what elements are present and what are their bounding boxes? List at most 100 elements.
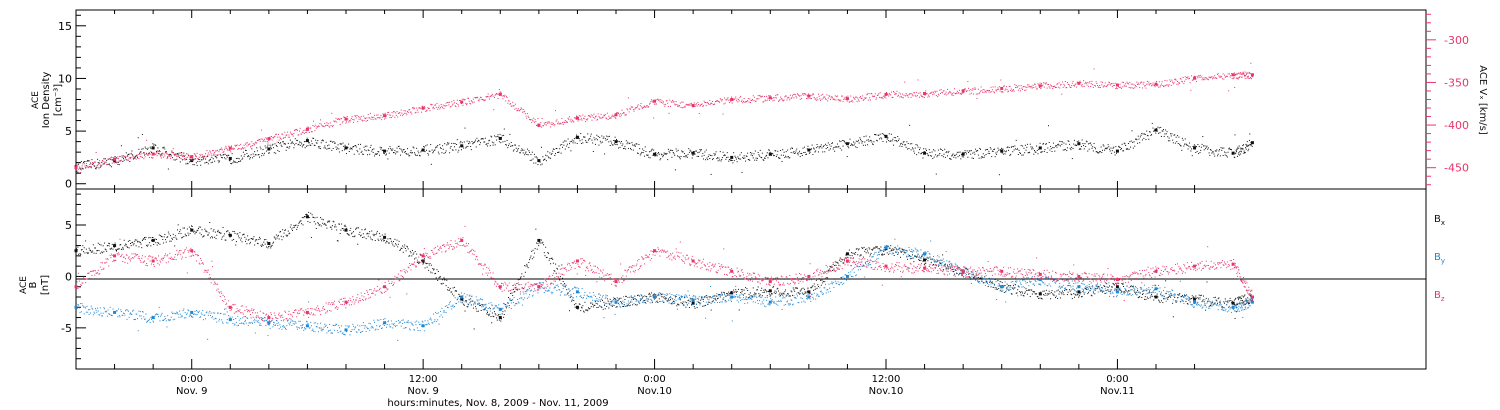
- ion-density-sample-dot: [606, 135, 608, 137]
- ion-density-sample-dot: [1175, 136, 1177, 138]
- ion-density-sample-dot: [320, 148, 322, 150]
- ion-density-sample-dot: [587, 133, 589, 135]
- velocity-vx-sample-dot: [766, 95, 768, 97]
- bx-sample-dot: [195, 231, 197, 233]
- bx-sample-dot: [197, 229, 199, 231]
- ion-density-sample-dot: [1233, 152, 1235, 154]
- bx-sample-dot: [931, 259, 933, 261]
- ion-density-sample-dot: [673, 153, 675, 155]
- bx-sample-dot: [774, 290, 776, 292]
- bx-sample-dot: [700, 296, 702, 298]
- bx-sample-dot: [540, 239, 542, 241]
- velocity-vx-sample-dot: [1200, 74, 1202, 76]
- bx-sample-dot: [504, 310, 506, 312]
- bx-sample-dot: [793, 289, 795, 291]
- velocity-vx-sample-dot: [219, 149, 221, 151]
- ion-density-sample-dot: [636, 143, 638, 145]
- velocity-vx-sample-dot: [1075, 83, 1077, 85]
- ion-density-sample-dot: [1044, 149, 1046, 151]
- ion-density-sample-dot: [1170, 135, 1172, 137]
- velocity-vx-sample-dot: [1076, 81, 1078, 83]
- bx-sample-dot: [634, 304, 636, 306]
- velocity-vx-sample-dot: [381, 116, 383, 118]
- bx-sample-dot: [177, 224, 179, 226]
- bx-sample-dot: [700, 299, 702, 301]
- ion-density-sample-dot: [592, 142, 594, 144]
- ion-density-sample-dot: [206, 161, 208, 163]
- velocity-vx-sample-dot: [193, 153, 195, 155]
- bx-sample-dot: [445, 285, 447, 287]
- velocity-vx-sample-dot: [613, 115, 615, 117]
- velocity-vx-sample-dot: [418, 107, 420, 109]
- ion-density-sample-dot: [883, 135, 885, 137]
- velocity-vx-sample-dot: [1091, 80, 1093, 82]
- velocity-vx-sample-dot: [881, 96, 883, 98]
- velocity-vx-sample-dot: [1134, 87, 1136, 89]
- velocity-vx-sample-dot: [425, 110, 427, 112]
- ion-density-sample-dot: [253, 155, 255, 157]
- ion-density-sample-dot: [622, 143, 624, 145]
- ion-density-sample-dot: [378, 151, 380, 153]
- bx-sample-dot: [559, 276, 561, 278]
- velocity-vx-sample-dot: [1160, 83, 1162, 85]
- legend-bz: Bz: [1434, 290, 1445, 303]
- bx-sample-dot: [909, 258, 911, 260]
- ion-density-sample-dot: [646, 154, 648, 156]
- bx-sample-dot: [406, 245, 408, 247]
- bx-sample-dot: [681, 296, 683, 298]
- bx-sample-dot: [647, 298, 649, 300]
- velocity-vx-sample-dot: [804, 93, 806, 95]
- ion-density-sample-dot: [639, 154, 641, 156]
- bx-sample-dot: [690, 298, 692, 300]
- ion-density-sample-dot: [500, 142, 502, 144]
- bx-sample-dot: [477, 303, 479, 305]
- ion-density-sample-dot: [1015, 139, 1017, 141]
- bx-sample-dot: [735, 289, 737, 291]
- ion-density-sample-dot: [463, 147, 465, 149]
- velocity-vx-sample-dot: [141, 156, 143, 158]
- velocity-vx-sample-dot: [191, 159, 193, 161]
- ion-density-sample-dot: [436, 146, 438, 148]
- ion-density-sample-dot: [402, 149, 404, 151]
- velocity-vx-sample-dot: [785, 95, 787, 97]
- ion-density-sample-dot: [770, 154, 772, 156]
- ion-density-sample-dot: [193, 164, 195, 166]
- velocity-vx-sample-dot: [1186, 77, 1188, 79]
- velocity-vx-sample-dot: [1249, 77, 1251, 79]
- ion-density-sample-dot: [267, 144, 269, 146]
- bx-sample-dot: [413, 252, 415, 254]
- ion-density-sample-dot: [821, 147, 823, 149]
- ion-density-sample-dot: [815, 150, 817, 152]
- velocity-vx-sample-dot: [484, 99, 486, 101]
- ion-density-sample-dot: [149, 146, 151, 148]
- velocity-vx-sample-dot: [566, 120, 568, 122]
- bx-sample-dot: [349, 229, 351, 231]
- bx-sample-dot: [212, 230, 214, 232]
- velocity-vx-sample-dot: [1130, 87, 1132, 89]
- ion-density-sample-dot: [368, 149, 370, 151]
- velocity-vx-sample-dot: [930, 92, 932, 94]
- velocity-vx-sample-dot: [594, 117, 596, 119]
- velocity-vx-sample-dot: [179, 152, 181, 154]
- ion-density-sample-dot: [723, 155, 725, 157]
- velocity-vx-sample-dot: [1245, 71, 1247, 73]
- velocity-vx-sample-dot: [872, 95, 874, 97]
- bx-sample-dot: [728, 293, 730, 295]
- velocity-vx-sample-dot: [712, 100, 714, 102]
- velocity-vx-sample-dot: [849, 101, 851, 103]
- velocity-vx-sample-dot: [742, 102, 744, 104]
- bx-sample-dot: [575, 303, 577, 305]
- bx-sample-dot: [674, 302, 676, 304]
- ion-density-sample-dot: [1248, 144, 1250, 146]
- velocity-vx-sample-dot: [731, 102, 733, 104]
- ion-density-sample-dot: [576, 134, 578, 136]
- bx-sample-dot: [166, 236, 168, 238]
- bx-sample-dot: [137, 241, 139, 243]
- ion-density-sample-dot: [233, 161, 235, 163]
- velocity-vx-sample-dot: [1243, 73, 1245, 75]
- velocity-vx-sample-dot: [841, 95, 843, 97]
- ion-density-sample-dot: [1165, 129, 1167, 131]
- ion-density-sample-dot: [170, 154, 172, 156]
- ion-density-sample-dot: [586, 141, 588, 143]
- bx-sample-dot: [486, 313, 488, 315]
